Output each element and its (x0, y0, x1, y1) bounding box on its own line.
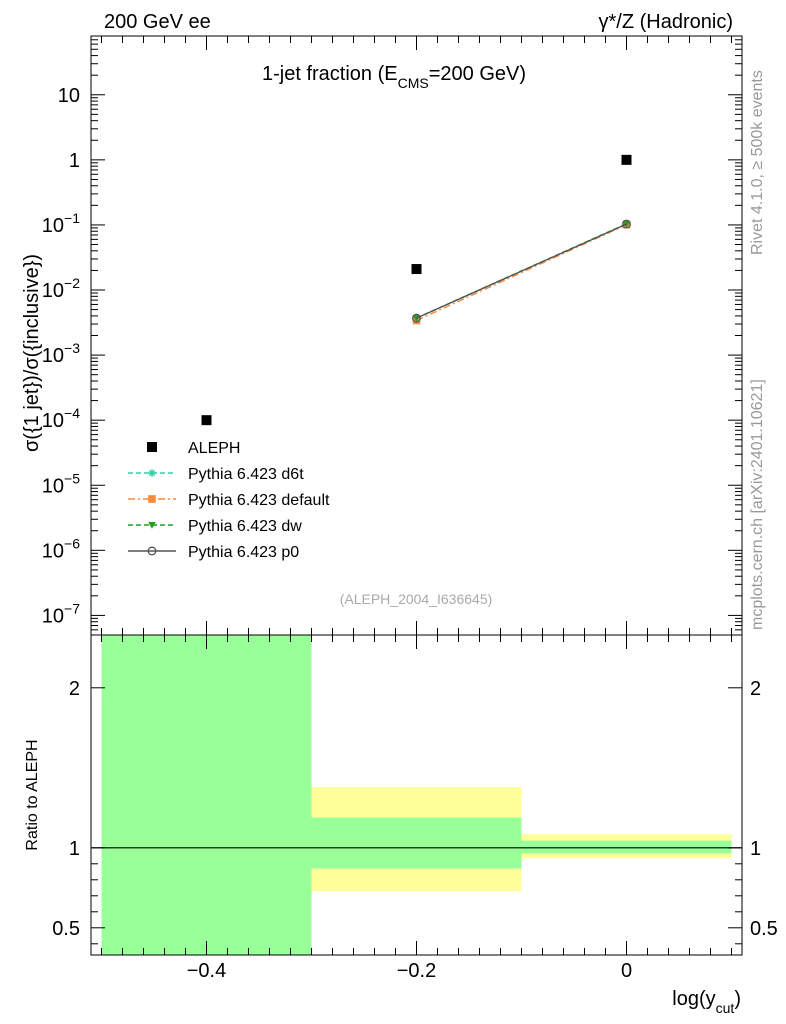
header-left: 200 GeV ee (104, 11, 211, 33)
main-ytick-label: 10 (58, 85, 80, 107)
ratio-ytick-label: 1 (69, 838, 80, 860)
ratio-frame (90, 634, 743, 956)
legend-label: Pythia 6.423 default (188, 492, 330, 509)
main-ytick-label: 10−6 (42, 535, 80, 562)
ratio-stat-band (521, 840, 732, 854)
main-ytick-label: 1 (69, 150, 80, 172)
xtick-label: −0.2 (397, 960, 436, 982)
legend-marker (148, 495, 156, 503)
main-ticks (91, 35, 742, 636)
main-ytick-label: 10−4 (42, 405, 80, 432)
ratio-stat-band (101, 635, 312, 955)
series-line (416, 223, 627, 319)
xtick-label: 0 (621, 960, 632, 982)
ratio-tick-labels: 0.5 0.5 1 1 2 2 −0.4 −0.2 0 (52, 678, 778, 982)
legend-marker (148, 521, 156, 529)
legend-marker (147, 442, 157, 452)
ratio-ytick-label-right: 2 (750, 678, 761, 700)
main-series (201, 154, 632, 426)
ratio-ytick-label: 2 (69, 678, 80, 700)
legend-marker (147, 546, 157, 556)
data-point (622, 219, 631, 229)
ratio-bands (101, 635, 732, 955)
xtick-label: −0.4 (187, 960, 226, 982)
analysis-watermark: (ALEPH_2004_I636645) (340, 591, 493, 607)
main-ytick-label: 10−2 (42, 275, 80, 302)
legend-marker (148, 469, 156, 477)
ratio-ytick-label-right: 1 (750, 838, 761, 860)
main-ylabel: σ({1 jet})/σ({inclusive}) (21, 254, 43, 452)
legend-label: ALEPH (188, 440, 240, 457)
data-point (201, 415, 212, 426)
data-point (621, 154, 632, 165)
main-ytick-label: 10−3 (42, 340, 80, 367)
data-point (411, 264, 422, 275)
series-line (416, 224, 627, 322)
ratio-ticks (91, 635, 742, 955)
ratio-ylabel: Ratio to ALEPH (24, 739, 41, 850)
main-ytick-label: 10−1 (42, 210, 80, 237)
rivet-label: Rivet 4.1.0, ≥ 500k events (749, 70, 766, 255)
x-axis-label: log(ycut) (672, 988, 741, 1016)
legend-label: Pythia 6.423 dw (188, 518, 302, 535)
main-ytick-labels: 10 1 10−1 10−2 10−3 10−4 10−5 10−6 10−7 (42, 85, 80, 628)
main-ytick-label: 10−5 (42, 470, 80, 497)
header-right: γ*/Z (Hadronic) (599, 11, 733, 33)
ratio-ytick-label-right: 0.5 (750, 918, 778, 940)
main-ytick-label: 10−7 (42, 600, 80, 627)
ratio-stat-band (311, 817, 522, 869)
ratio-ytick-label: 0.5 (52, 918, 80, 940)
mcplots-label: mcplots.cern.ch [arXiv:2401.10621] (749, 379, 766, 630)
data-point (412, 313, 421, 323)
plot-title: 1-jet fraction (ECMS=200 GeV) (262, 63, 526, 91)
legend-label: Pythia 6.423 d6t (188, 466, 304, 483)
legend-label: Pythia 6.423 p0 (188, 544, 299, 561)
legend: ALEPH Pythia 6.423 d6t Pythia 6.423 defaul… (128, 440, 330, 561)
